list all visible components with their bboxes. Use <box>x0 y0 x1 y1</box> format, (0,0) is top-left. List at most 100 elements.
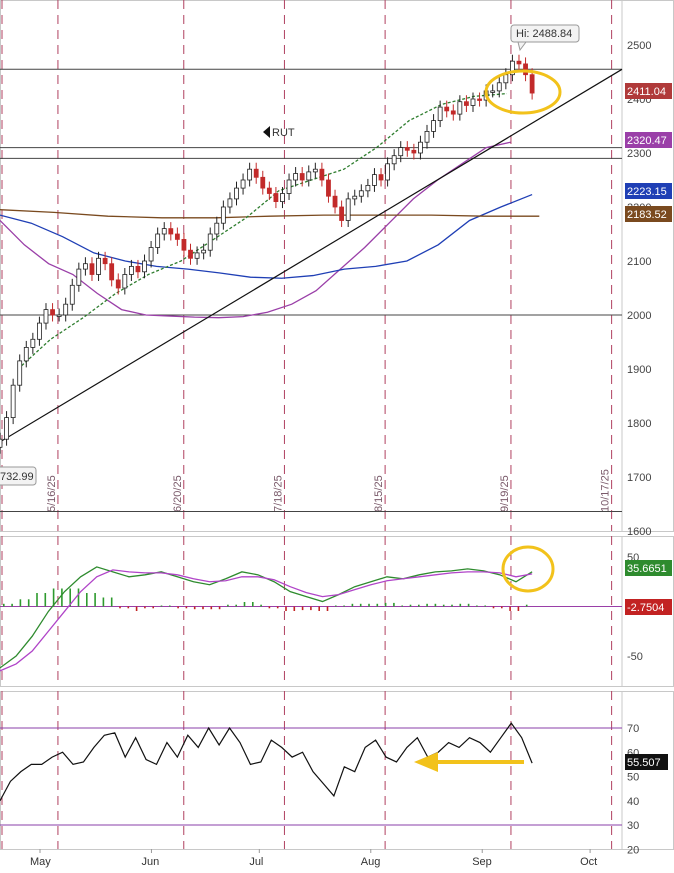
price-tick-label: 2000 <box>627 310 651 322</box>
date-marker-label: 10/17/25 <box>600 469 612 512</box>
candle-body <box>50 309 55 316</box>
candle-body <box>326 179 331 197</box>
rsi-arrow-head-icon <box>414 752 438 772</box>
macd-histogram-bar <box>135 606 138 611</box>
macd-line <box>0 569 533 672</box>
candle-body <box>516 60 522 65</box>
candle-body <box>174 233 180 240</box>
candle-body <box>220 206 226 224</box>
candle-body <box>135 265 141 273</box>
macd-badge <box>625 560 672 576</box>
candle-body <box>529 74 535 94</box>
month-axis: May Jun Jul Aug Sep Oct <box>30 849 597 868</box>
macd-histogram-bar <box>318 606 320 611</box>
macd-histogram-bar <box>268 606 271 609</box>
candle-body <box>148 247 154 262</box>
candle-body <box>17 360 23 386</box>
price-tick-label: 2300 <box>627 148 651 160</box>
macd-line <box>0 566 533 669</box>
candle-body <box>96 257 101 275</box>
candle-body <box>306 171 312 181</box>
macd-histogram-bar <box>177 606 179 609</box>
candle-body <box>56 314 62 317</box>
candle-body <box>418 141 423 154</box>
price-tick-label: 1800 <box>627 418 651 430</box>
macd-histogram-bar <box>393 602 395 607</box>
macd-panel-border <box>0 536 674 687</box>
candle-body <box>424 130 430 143</box>
price-tick-label: 1600 <box>627 526 651 538</box>
candle-body <box>444 106 450 112</box>
macd-histogram-bar <box>335 605 337 607</box>
macd-histogram-bar <box>243 602 246 607</box>
macd-histogram-bar <box>11 603 13 607</box>
macd-histogram-bar <box>210 606 213 610</box>
candle-body <box>464 101 469 106</box>
rsi-panel-border <box>0 691 674 850</box>
candle-body <box>431 120 436 132</box>
candle-body <box>181 238 187 251</box>
macd-histogram-bar <box>401 605 403 607</box>
candle-body <box>155 233 161 248</box>
candle-body <box>352 195 358 200</box>
macd-histogram-bar <box>501 606 503 609</box>
price-tick-label: 1900 <box>627 364 651 376</box>
left-value-badge <box>0 466 37 486</box>
macd-histogram-bar <box>94 593 96 607</box>
macd-tick-label: -50 <box>627 651 643 663</box>
price-badge-text: 2223.15 <box>627 186 667 198</box>
date-marker-label: 7/18/25 <box>272 475 284 512</box>
candle-body <box>437 106 443 121</box>
ma-line <box>0 193 533 279</box>
macd-histogram-bar <box>86 593 88 607</box>
macd-histogram-bar <box>484 605 486 607</box>
high-tooltip-pointer <box>517 41 527 52</box>
candle-body <box>319 168 325 181</box>
macd-histogram-bar <box>276 606 279 609</box>
macd-histogram-bar <box>61 588 63 607</box>
macd-histogram-bar <box>509 606 511 611</box>
macd-histogram-bar <box>44 593 47 607</box>
candle-body <box>115 279 121 289</box>
price-badge-text: 2320.47 <box>627 135 667 147</box>
month-label: Oct <box>580 856 597 868</box>
macd-histogram-bar <box>476 605 478 607</box>
macd-histogram-bar <box>285 606 287 611</box>
macd-histogram-bar <box>368 603 370 607</box>
month-label: Aug <box>361 856 381 868</box>
macd-histogram-bar <box>343 605 345 607</box>
ma-line <box>0 141 511 319</box>
candle-body <box>411 149 417 154</box>
macd-badge-text: -2.7504 <box>627 602 664 614</box>
candle-body <box>312 168 318 173</box>
price-badge-text: 2183.52 <box>627 209 667 221</box>
price-badge <box>625 183 672 199</box>
high-tooltip <box>510 24 580 43</box>
macd-histogram-bar <box>185 606 188 609</box>
highlight-circle <box>484 69 562 115</box>
month-label: May <box>30 856 51 868</box>
macd-histogram-bar <box>110 597 113 607</box>
candle-body <box>207 233 213 251</box>
candle-body <box>450 110 456 115</box>
symbol-label: RUT <box>272 127 295 139</box>
macd-histogram-bar <box>442 604 445 607</box>
candle-body <box>128 265 134 275</box>
high-tooltip-text: Hi: 2488.84 <box>516 28 572 40</box>
macd-histogram-bar <box>310 606 312 611</box>
month-label: Sep <box>472 856 492 868</box>
candle-body <box>234 187 239 200</box>
candle-body <box>358 190 364 197</box>
date-marker-label: 5/16/25 <box>46 475 58 512</box>
price-panel: 5/16/25 6/20/25 7/18/25 8/15/25 9/19/25 10/17… <box>0 0 674 538</box>
trend-line <box>0 68 623 443</box>
candle-body <box>161 228 167 235</box>
candle-body <box>142 260 147 273</box>
price-badge <box>625 83 672 99</box>
candle-body <box>293 173 299 181</box>
candle-body <box>23 346 29 362</box>
candle-body <box>470 98 476 106</box>
macd-histogram-bar <box>19 599 22 607</box>
